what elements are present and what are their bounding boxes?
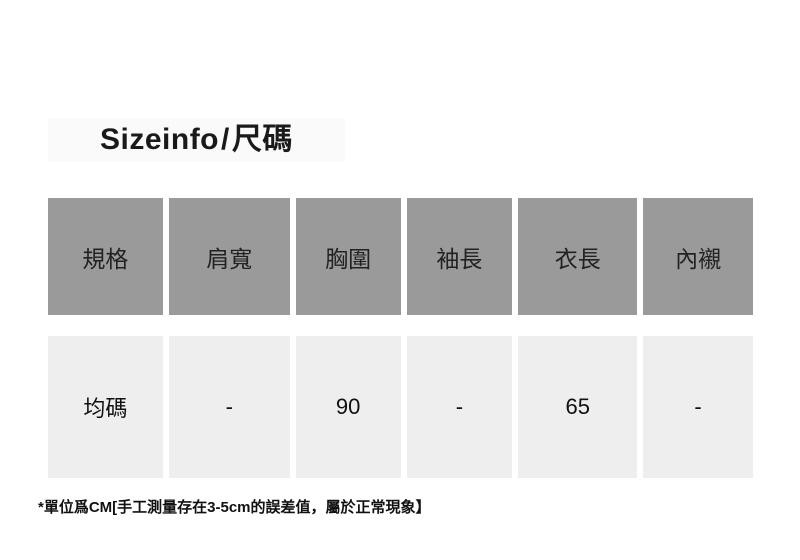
title-latin: Sizeinfo [100, 123, 220, 156]
header-cell-length: 衣長 [518, 198, 638, 315]
header-cell-sleeve: 袖長 [406, 198, 513, 315]
header-cell-lining: 內襯 [643, 198, 754, 315]
section-title-block: Sizeinfo/尺碼 [48, 118, 345, 162]
size-table-header-row: 規格 肩寬 胸圍 袖長 衣長 內襯 [48, 198, 754, 315]
title-cjk: 尺碼 [231, 123, 293, 156]
header-cell-bust: 胸圍 [295, 198, 401, 315]
header-cell-spec: 規格 [48, 198, 163, 315]
data-cell-length: 65 [518, 336, 638, 478]
data-cell-sleeve: - [406, 336, 513, 478]
data-cell-spec: 均碼 [48, 336, 163, 478]
data-cell-shoulder: - [168, 336, 290, 478]
measurement-footnote: *單位爲CM[手工測量存在3-5cm的誤差值，屬於正常現象】 [38, 499, 431, 516]
header-cell-shoulder: 肩寬 [168, 198, 290, 315]
data-cell-bust: 90 [295, 336, 401, 478]
title-separator: / [221, 123, 230, 156]
size-table: 規格 肩寬 胸圍 袖長 衣長 內襯 均碼 - 90 - 65 - [48, 198, 754, 478]
data-cell-lining: - [643, 336, 754, 478]
page-title: Sizeinfo/尺碼 [100, 118, 293, 162]
size-table-data-row: 均碼 - 90 - 65 - [48, 336, 754, 478]
